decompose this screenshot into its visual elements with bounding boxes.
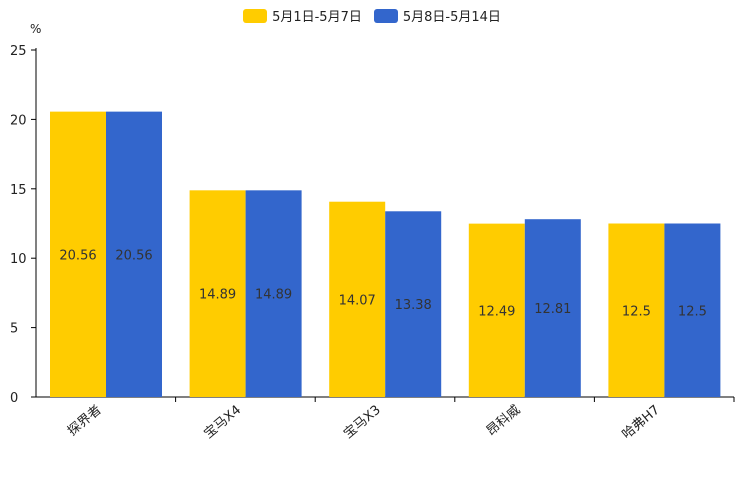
data-label: 12.81	[534, 302, 571, 317]
data-label: 13.38	[395, 298, 432, 313]
legend-swatch-series-2	[373, 8, 398, 23]
data-label: 14.89	[255, 288, 292, 303]
x-tick-label: 宝马X4	[201, 403, 244, 442]
y-tick-label: 15	[10, 183, 27, 198]
x-tick-label: 宝马X3	[341, 403, 384, 442]
data-label: 20.56	[59, 248, 96, 263]
data-label: 12.5	[622, 304, 651, 319]
legend-label-series-2: 5月8日-5月14日	[402, 10, 501, 25]
y-tick-label: 10	[10, 252, 27, 267]
data-label: 14.89	[199, 288, 236, 303]
bar-2-5	[664, 223, 721, 397]
bar-1-5	[608, 223, 665, 397]
y-tick-label: 0	[10, 391, 18, 406]
x-tick-label: 昂科威	[484, 403, 524, 440]
x-tick-label: 探界者	[65, 403, 105, 440]
data-label: 12.49	[478, 304, 515, 319]
legend-label-series-1: 5月1日-5月7日	[272, 10, 362, 25]
y-axis-unit: %	[30, 22, 42, 36]
bar-1-4	[468, 223, 525, 397]
legend-item-series-1[interactable]: 5月1日-5月7日	[243, 6, 362, 25]
x-tick-label: 哈弗H7	[620, 403, 663, 443]
legend-swatch-series-1	[243, 8, 268, 23]
data-label: 20.56	[115, 248, 152, 263]
bar-1-1	[50, 111, 106, 397]
bar-2-1	[106, 111, 162, 397]
bar-1-2	[189, 190, 246, 397]
y-tick-label: 20	[10, 113, 27, 128]
legend: 5月1日-5月7日 5月8日-5月14日	[0, 6, 744, 25]
data-label: 14.07	[339, 293, 376, 308]
bar-2-2	[245, 190, 302, 397]
bar-2-3	[385, 211, 442, 397]
bar-1-3	[329, 201, 386, 397]
bar-2-4	[524, 219, 581, 397]
y-tick-label: 25	[10, 44, 27, 59]
legend-item-series-2[interactable]: 5月8日-5月14日	[373, 6, 501, 25]
data-label: 12.5	[678, 304, 707, 319]
y-tick-label: 5	[10, 322, 18, 337]
